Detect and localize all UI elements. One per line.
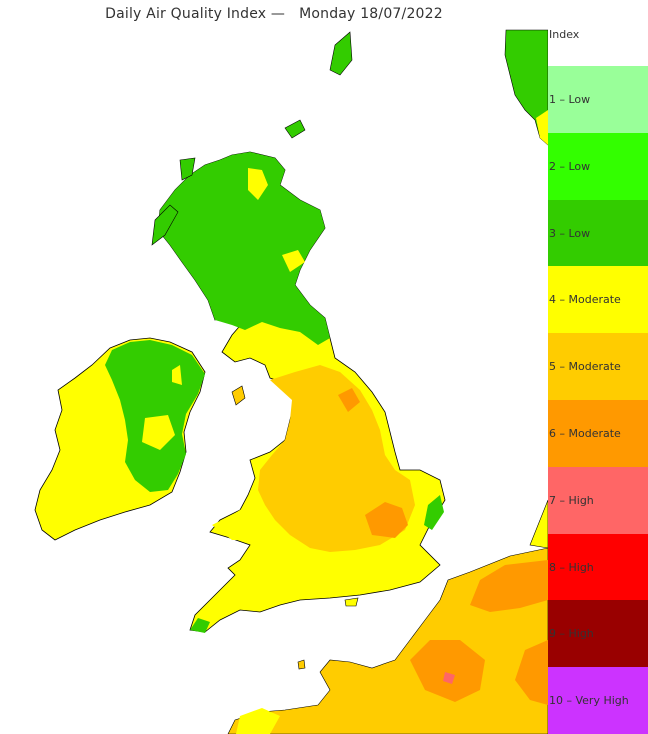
legend-item: 6 – Moderate <box>548 400 648 467</box>
england-high-zone <box>365 502 408 538</box>
legend-item: 8 – High <box>548 533 648 601</box>
legend-item-label: 1 – Low <box>549 93 591 106</box>
hebrides-islands <box>179 157 196 181</box>
legend-item: 7 – High <box>548 466 648 534</box>
legend-item: 5 – Moderate <box>548 333 648 401</box>
legend-item: 4 – Moderate <box>548 266 648 334</box>
england-moderate-zone <box>258 365 415 552</box>
aqi-legend: Index 1 – Low 2 – Low 3 – Low 4 – Moderate 5… <box>548 28 648 734</box>
map-title: Daily Air Quality Index — Monday 18/07/2… <box>105 6 443 22</box>
wales-yellow-zone <box>212 505 255 540</box>
legend-item-label: 7 – High <box>549 493 594 507</box>
legend-item-label: 4 – Moderate <box>549 293 621 307</box>
legend-item-label: 9 – High <box>549 627 594 641</box>
legend-item-label: 5 – Moderate <box>549 360 621 374</box>
cornwall-green-zone <box>190 618 210 633</box>
legend-item: 1 – Low <box>548 66 648 133</box>
legend-item-label: 6 – Moderate <box>549 427 621 440</box>
ireland-yellow-zone <box>142 415 175 450</box>
continent-coast-yellow <box>529 499 548 549</box>
aqi-map <box>34 29 548 734</box>
scotland-yellow-zone <box>248 168 268 200</box>
legend-item-label: 3 – Low <box>549 226 591 240</box>
shetland-islands <box>329 31 353 76</box>
legend-item: 3 – Low <box>548 199 648 267</box>
isle-of-wight <box>344 597 359 607</box>
east-coast-green-zone <box>424 495 444 530</box>
scotland-yellow-zone <box>282 250 305 272</box>
continent-yellow-zone <box>236 708 280 734</box>
legend-item-label: 2 – Low <box>549 159 591 173</box>
channel-islands <box>297 659 306 670</box>
legend-item-label: 8 – High <box>549 560 594 574</box>
continent-orange-zone <box>410 640 485 702</box>
hebrides-islands <box>151 204 179 246</box>
ireland-yellow-zone <box>172 365 182 385</box>
scotland-green-zone <box>158 152 330 345</box>
isle-of-man <box>231 385 246 406</box>
norway-yellow-zone <box>536 110 548 145</box>
legend-item: 2 – Low <box>548 132 648 200</box>
legend-item-label: 10 – Very High <box>549 694 629 708</box>
legend-header: Index <box>548 28 648 66</box>
england-high-zone <box>338 388 360 412</box>
legend-item: 9 – High <box>548 600 648 668</box>
continent-orange-zone <box>470 560 548 612</box>
continent-high-spot <box>443 672 455 684</box>
continent-orange-zone <box>515 640 548 705</box>
norway-region <box>504 29 548 146</box>
orkney-islands <box>284 119 306 139</box>
legend-item: 10 – Very High <box>548 667 648 734</box>
legend-heading: Index <box>549 28 580 41</box>
